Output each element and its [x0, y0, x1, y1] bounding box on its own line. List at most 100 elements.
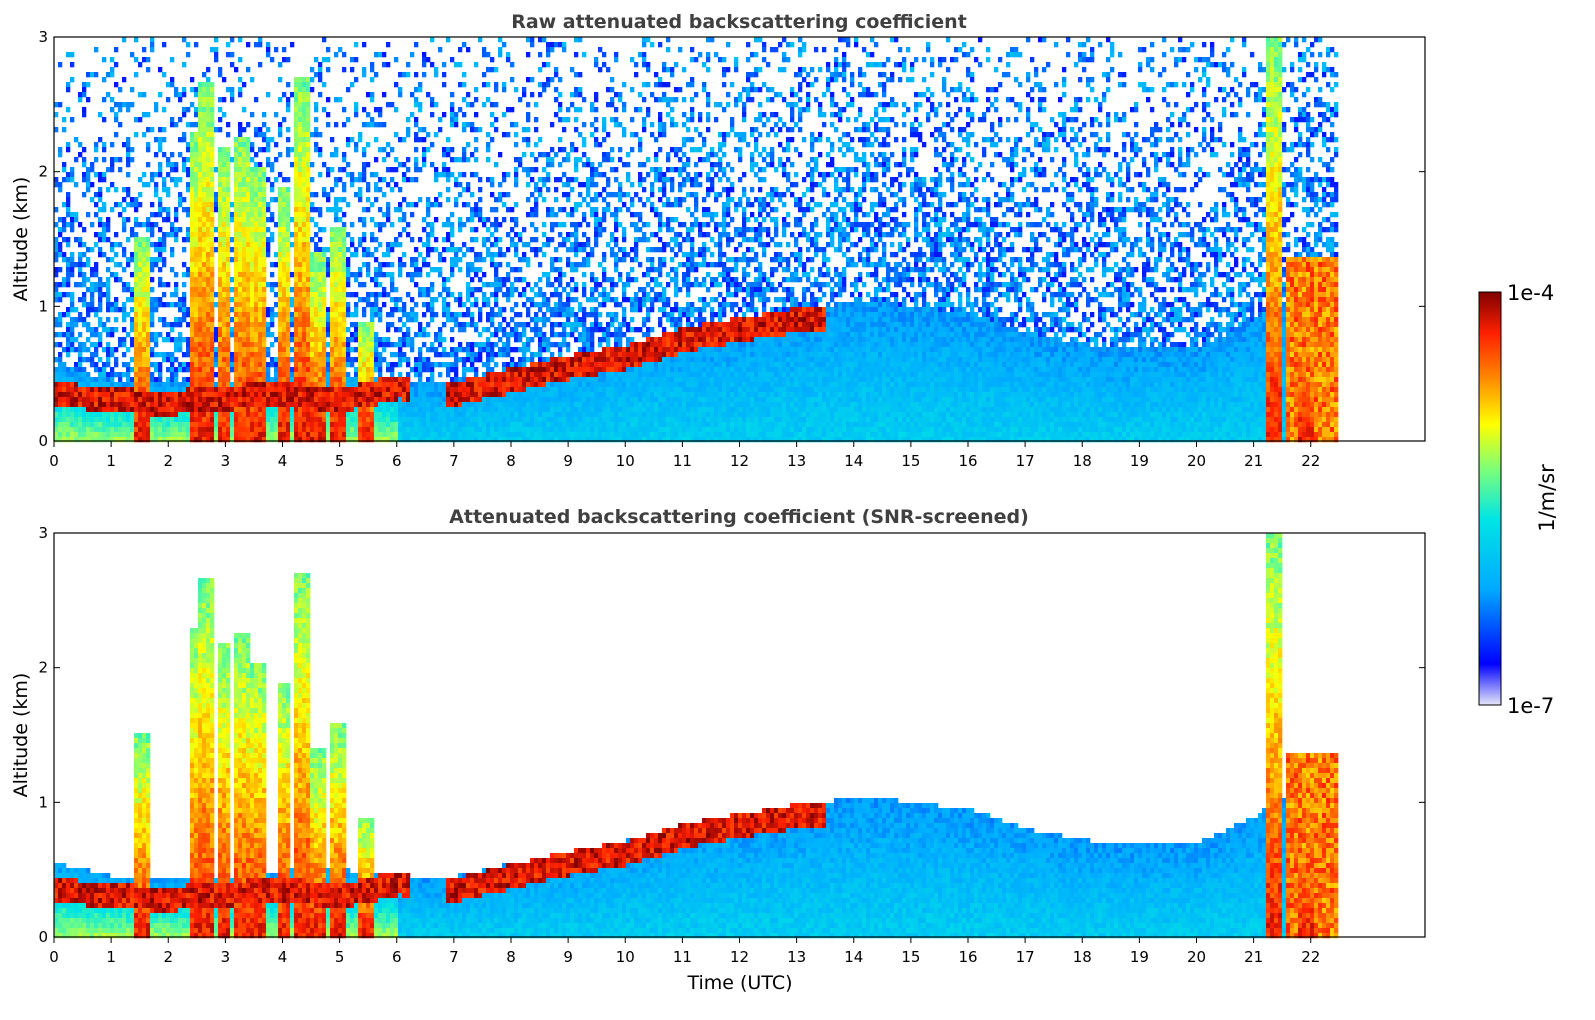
heatmap-cell: [254, 392, 259, 398]
heatmap-cell: [466, 292, 471, 298]
heatmap-cell: [130, 257, 135, 263]
heatmap-cell: [218, 432, 223, 438]
heatmap-cell: [94, 377, 99, 383]
heatmap-cell: [474, 382, 479, 388]
heatmap-cell: [150, 402, 155, 408]
heatmap-cell: [54, 267, 59, 273]
heatmap-cell: [446, 392, 451, 398]
heatmap-cell: [314, 297, 319, 303]
heatmap-cell: [138, 237, 143, 243]
heatmap-cell: [98, 112, 103, 118]
heatmap-cell: [234, 417, 239, 423]
heatmap-cell: [298, 397, 303, 403]
heatmap-cell: [470, 367, 475, 373]
heatmap-cell: [142, 412, 147, 418]
heatmap-cell: [286, 107, 291, 113]
heatmap-cell: [62, 202, 67, 208]
heatmap-cell: [258, 282, 263, 288]
heatmap-cell: [142, 357, 147, 363]
heatmap-cell: [286, 137, 291, 143]
heatmap-cell: [338, 302, 343, 308]
heatmap-cell: [70, 252, 75, 258]
heatmap-cell: [70, 377, 75, 383]
heatmap-cell: [274, 292, 279, 298]
heatmap-cell: [242, 197, 247, 203]
heatmap-cell: [178, 152, 183, 158]
heatmap-cell: [362, 282, 367, 288]
heatmap-cell: [394, 327, 399, 333]
heatmap-cell: [250, 267, 255, 273]
heatmap-cell: [182, 307, 187, 313]
heatmap-cell: [426, 402, 431, 408]
heatmap-cell: [198, 347, 203, 353]
heatmap-cell: [170, 232, 175, 238]
heatmap-cell: [114, 262, 119, 268]
heatmap-cell: [374, 312, 379, 318]
heatmap-cell: [402, 402, 407, 408]
heatmap-cell: [342, 257, 347, 263]
heatmap-cell: [466, 377, 471, 383]
heatmap-cell: [346, 162, 351, 168]
heatmap-cell: [342, 282, 347, 288]
heatmap-cell: [306, 267, 311, 273]
heatmap-cell: [110, 302, 115, 308]
heatmap-cell: [410, 52, 415, 58]
heatmap-cell: [238, 402, 243, 408]
heatmap-cell: [162, 387, 167, 393]
heatmap-cell: [438, 342, 443, 348]
heatmap-cell: [286, 57, 291, 63]
heatmap-cell: [110, 167, 115, 173]
heatmap-cell: [334, 277, 339, 283]
heatmap-cell: [486, 402, 491, 408]
heatmap-cell: [210, 162, 215, 168]
heatmap-cell: [330, 232, 335, 238]
heatmap-cell: [122, 227, 127, 233]
heatmap-cell: [282, 367, 287, 373]
heatmap-cell: [190, 192, 195, 198]
heatmap-cell: [462, 172, 467, 178]
heatmap-cell: [374, 437, 379, 443]
heatmap-cell: [114, 392, 119, 398]
heatmap-cell: [374, 402, 379, 408]
heatmap-cell: [278, 272, 283, 278]
heatmap-cell: [238, 297, 243, 303]
heatmap-cell: [466, 392, 471, 398]
heatmap-cell: [370, 332, 375, 338]
heatmap-cell: [398, 307, 403, 313]
heatmap-cell: [342, 242, 347, 248]
heatmap-cell: [230, 432, 235, 438]
heatmap-cell: [210, 202, 215, 208]
heatmap-cell: [422, 152, 427, 158]
heatmap-cell: [242, 302, 247, 308]
heatmap-cell: [258, 297, 263, 303]
heatmap-cell: [250, 417, 255, 423]
heatmap-cell: [438, 117, 443, 123]
heatmap-cell: [366, 302, 371, 308]
heatmap-cell: [470, 407, 475, 413]
heatmap-cell: [342, 427, 347, 433]
heatmap-cell: [86, 262, 91, 268]
heatmap-cell: [150, 322, 155, 328]
heatmap-cell: [338, 47, 343, 53]
heatmap-cell: [174, 272, 179, 278]
heatmap-cell: [130, 287, 135, 293]
heatmap-cell: [230, 52, 235, 58]
heatmap-cell: [342, 167, 347, 173]
heatmap-cell: [258, 237, 263, 243]
heatmap-cell: [54, 397, 59, 403]
heatmap-cell: [226, 432, 231, 438]
heatmap-cell: [382, 407, 387, 413]
heatmap-cell: [246, 192, 251, 198]
heatmap-cell: [190, 87, 195, 93]
heatmap-cell: [410, 432, 415, 438]
heatmap-cell: [162, 187, 167, 193]
heatmap-cell: [446, 197, 451, 203]
heatmap-cell: [282, 387, 287, 393]
heatmap-cell: [202, 427, 207, 433]
heatmap-cell: [214, 337, 219, 343]
heatmap-cell: [74, 412, 79, 418]
heatmap-cell: [246, 252, 251, 258]
heatmap-cell: [306, 432, 311, 438]
heatmap-cell: [278, 322, 283, 328]
heatmap-cell: [62, 372, 67, 378]
